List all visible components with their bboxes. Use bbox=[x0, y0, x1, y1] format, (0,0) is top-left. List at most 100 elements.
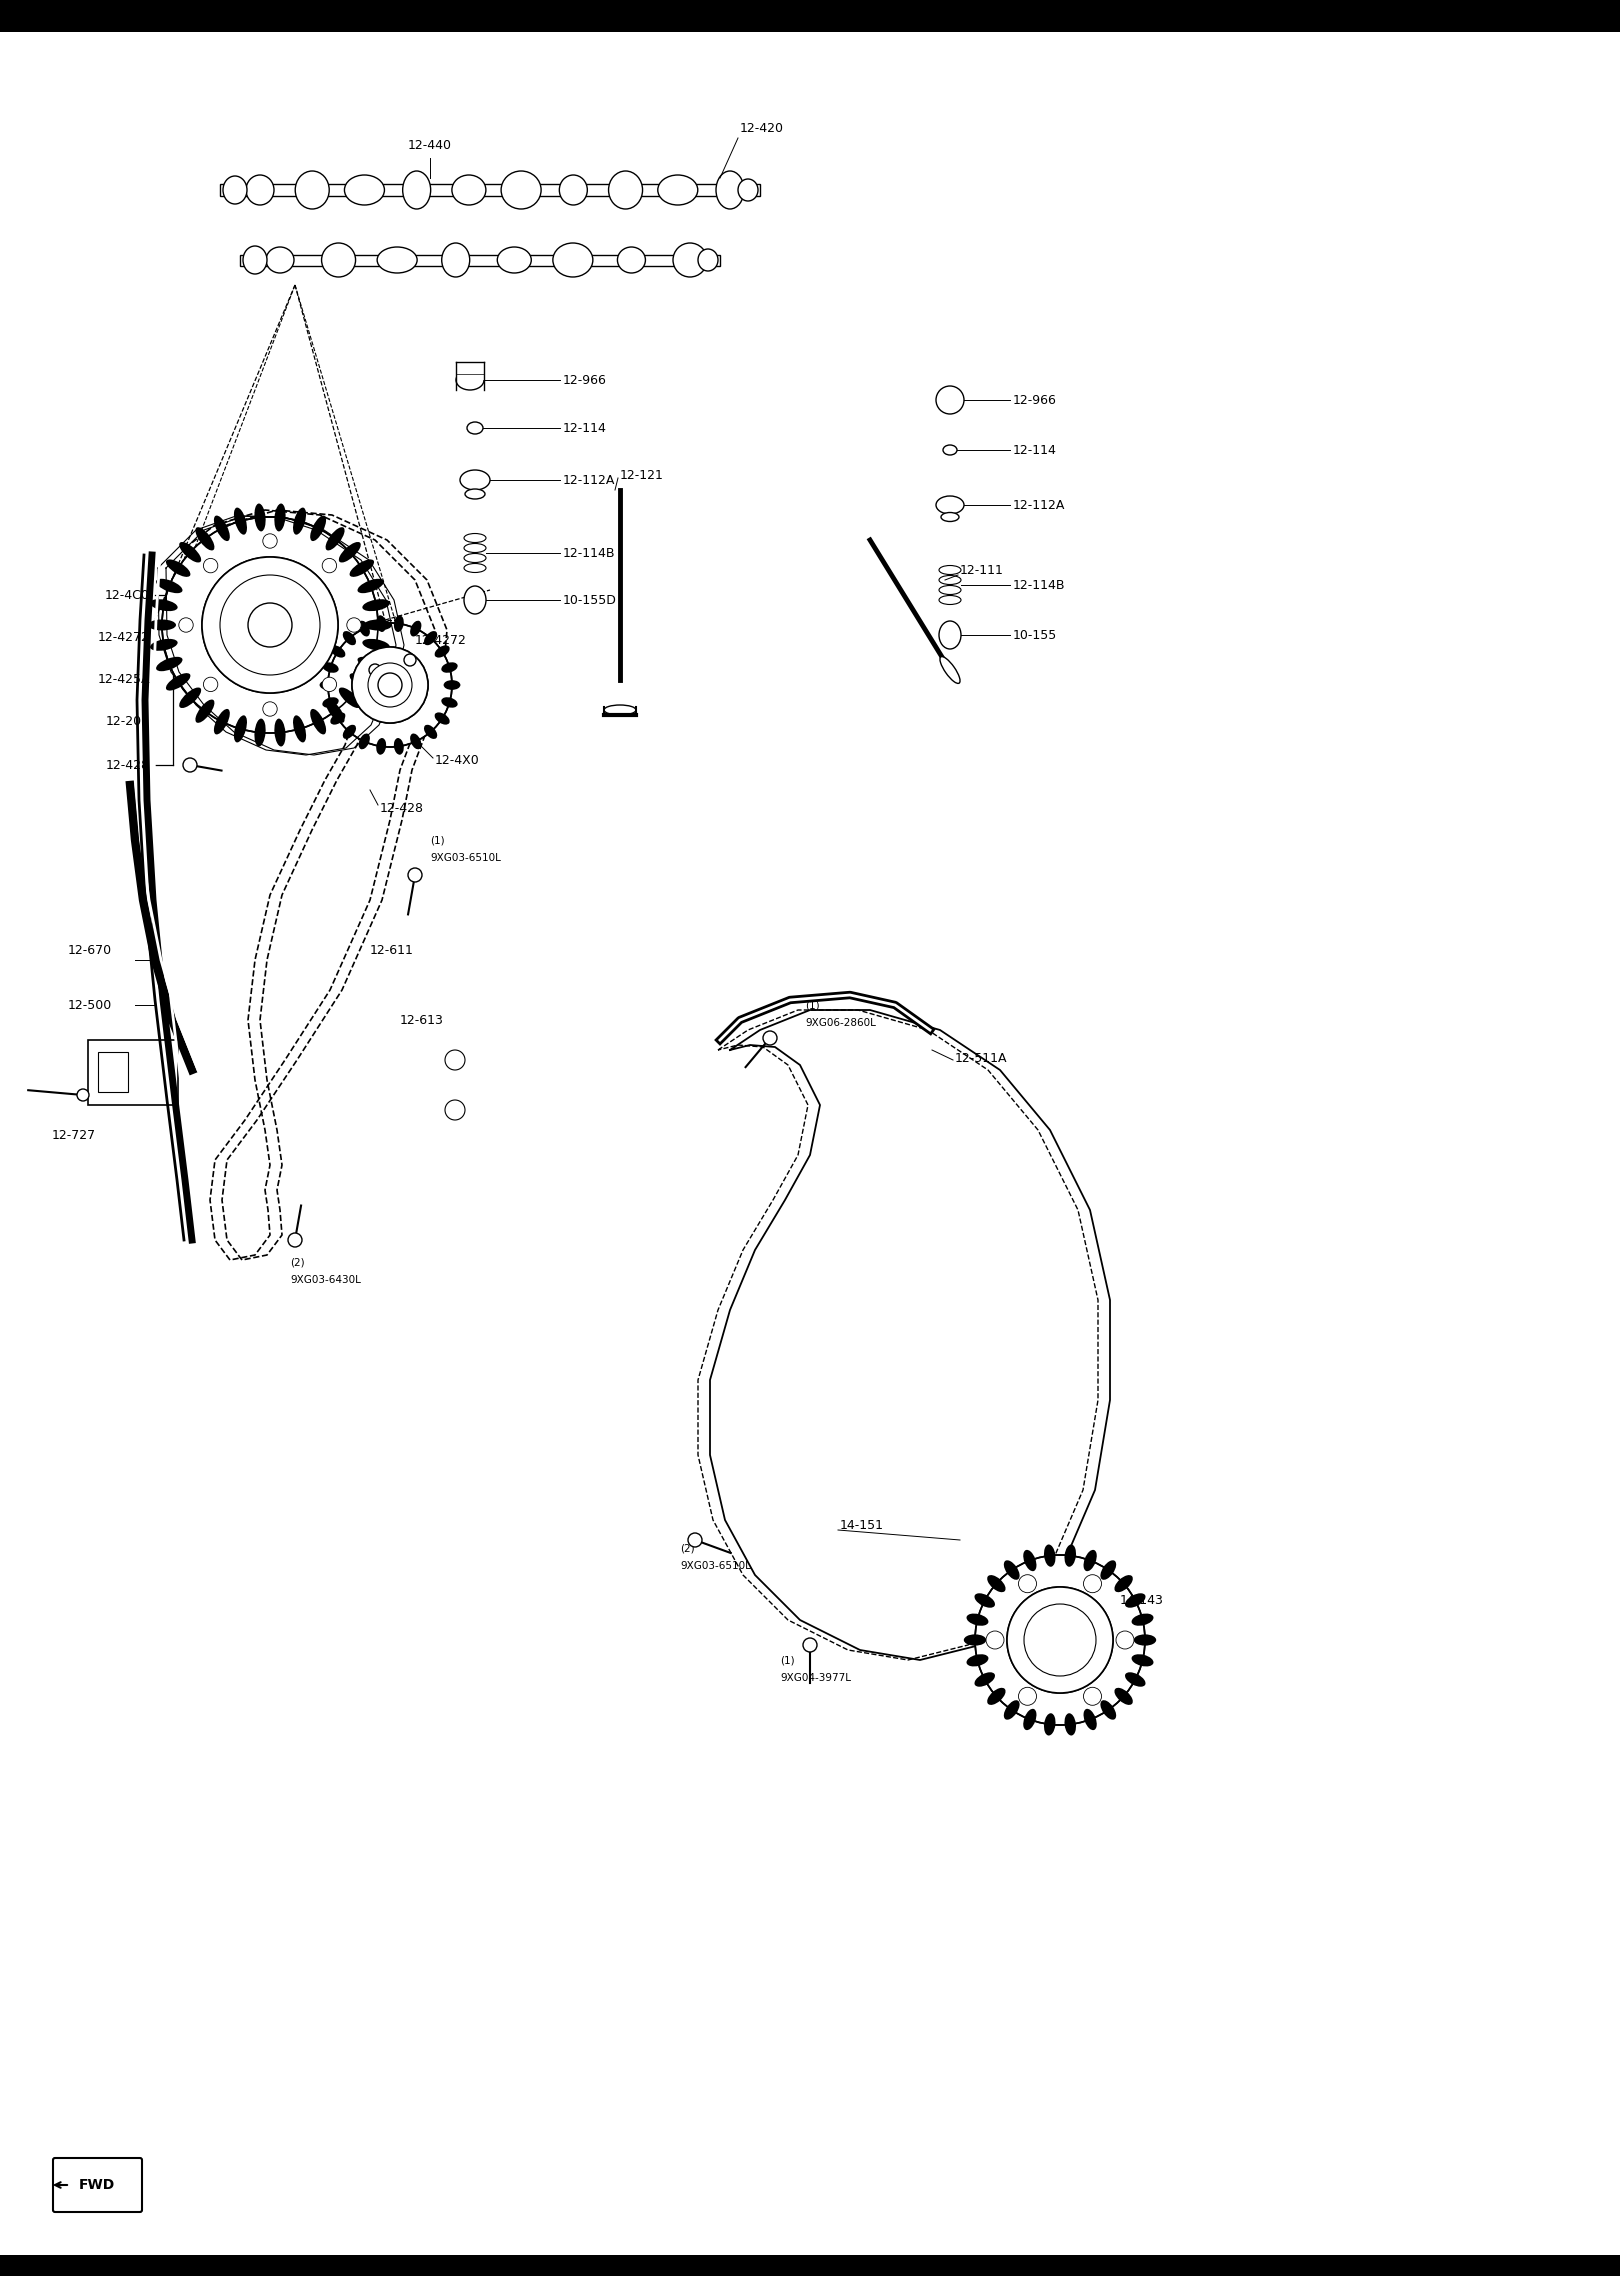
Circle shape bbox=[368, 662, 411, 708]
Ellipse shape bbox=[165, 674, 191, 690]
Circle shape bbox=[204, 558, 217, 574]
Ellipse shape bbox=[739, 180, 758, 200]
Ellipse shape bbox=[658, 175, 698, 205]
Ellipse shape bbox=[434, 712, 450, 724]
Ellipse shape bbox=[326, 528, 345, 551]
Circle shape bbox=[987, 1632, 1004, 1650]
Ellipse shape bbox=[987, 1575, 1006, 1593]
Text: 12-613: 12-613 bbox=[400, 1013, 444, 1026]
Ellipse shape bbox=[1064, 1714, 1076, 1737]
Ellipse shape bbox=[1132, 1655, 1153, 1666]
Bar bbox=[240, 255, 719, 266]
Ellipse shape bbox=[376, 615, 386, 633]
Ellipse shape bbox=[165, 560, 191, 576]
Circle shape bbox=[352, 646, 428, 724]
Ellipse shape bbox=[254, 503, 266, 530]
Ellipse shape bbox=[609, 171, 643, 209]
Ellipse shape bbox=[467, 421, 483, 435]
Circle shape bbox=[162, 517, 377, 733]
Circle shape bbox=[1008, 1586, 1113, 1693]
Circle shape bbox=[183, 758, 198, 772]
Circle shape bbox=[322, 558, 337, 574]
Text: 12-201: 12-201 bbox=[105, 715, 151, 728]
Circle shape bbox=[688, 1534, 701, 1548]
Ellipse shape bbox=[233, 508, 246, 535]
Text: 12-4X0: 12-4X0 bbox=[436, 753, 480, 767]
Ellipse shape bbox=[444, 681, 460, 690]
Ellipse shape bbox=[672, 244, 706, 278]
Ellipse shape bbox=[293, 715, 306, 742]
Ellipse shape bbox=[1043, 1714, 1056, 1737]
Ellipse shape bbox=[343, 630, 356, 646]
Text: (2): (2) bbox=[290, 1256, 305, 1268]
Ellipse shape bbox=[266, 248, 293, 273]
Ellipse shape bbox=[1124, 1673, 1145, 1687]
Ellipse shape bbox=[410, 621, 421, 637]
Ellipse shape bbox=[559, 175, 588, 205]
Ellipse shape bbox=[936, 496, 964, 514]
Text: 12-112A: 12-112A bbox=[1012, 498, 1066, 512]
Ellipse shape bbox=[1100, 1700, 1116, 1721]
Text: 12-114: 12-114 bbox=[1012, 444, 1056, 457]
Text: 12-4272: 12-4272 bbox=[99, 630, 151, 644]
Text: 12-500: 12-500 bbox=[68, 999, 112, 1011]
Circle shape bbox=[446, 1049, 465, 1070]
Text: 10-155D: 10-155D bbox=[564, 594, 617, 605]
Text: 12-114: 12-114 bbox=[564, 421, 608, 435]
Text: FWD: FWD bbox=[79, 2178, 115, 2192]
Ellipse shape bbox=[410, 733, 421, 749]
Ellipse shape bbox=[441, 662, 458, 674]
Circle shape bbox=[288, 1234, 301, 1247]
Circle shape bbox=[1019, 1575, 1037, 1593]
Text: 12-111: 12-111 bbox=[961, 564, 1004, 576]
Bar bbox=[87, 1040, 178, 1106]
Ellipse shape bbox=[975, 1593, 995, 1607]
Ellipse shape bbox=[214, 708, 230, 735]
Text: 12-420: 12-420 bbox=[740, 121, 784, 134]
Ellipse shape bbox=[975, 1673, 995, 1687]
Ellipse shape bbox=[967, 1655, 988, 1666]
Ellipse shape bbox=[403, 171, 431, 209]
Ellipse shape bbox=[1124, 1593, 1145, 1607]
Circle shape bbox=[446, 1099, 465, 1120]
Ellipse shape bbox=[196, 699, 214, 724]
Text: 12-114B: 12-114B bbox=[564, 546, 616, 560]
Ellipse shape bbox=[322, 244, 355, 278]
Ellipse shape bbox=[940, 621, 961, 649]
Ellipse shape bbox=[1064, 1545, 1076, 1566]
Circle shape bbox=[1084, 1687, 1102, 1705]
Circle shape bbox=[975, 1555, 1145, 1725]
Ellipse shape bbox=[274, 503, 285, 530]
Text: 9XG03-6430L: 9XG03-6430L bbox=[290, 1275, 361, 1286]
Text: (1): (1) bbox=[779, 1655, 795, 1666]
Text: 12-428: 12-428 bbox=[105, 758, 151, 772]
Text: 10-155: 10-155 bbox=[1012, 628, 1058, 642]
Circle shape bbox=[352, 646, 428, 724]
Ellipse shape bbox=[350, 674, 374, 690]
Ellipse shape bbox=[147, 619, 177, 630]
Ellipse shape bbox=[151, 640, 178, 651]
Circle shape bbox=[78, 1088, 89, 1102]
Ellipse shape bbox=[254, 719, 266, 747]
Ellipse shape bbox=[224, 175, 246, 205]
Text: 12-4C0: 12-4C0 bbox=[105, 589, 151, 601]
Ellipse shape bbox=[452, 175, 486, 205]
Ellipse shape bbox=[1024, 1550, 1037, 1570]
Circle shape bbox=[1116, 1632, 1134, 1650]
Circle shape bbox=[204, 678, 217, 692]
Circle shape bbox=[322, 678, 337, 692]
Circle shape bbox=[295, 640, 314, 660]
Circle shape bbox=[202, 558, 339, 692]
Text: 12-428: 12-428 bbox=[381, 801, 424, 815]
Text: 9XG03-6510L: 9XG03-6510L bbox=[429, 854, 501, 863]
Circle shape bbox=[220, 576, 321, 676]
Ellipse shape bbox=[151, 599, 178, 612]
Circle shape bbox=[377, 674, 402, 696]
Ellipse shape bbox=[156, 578, 183, 594]
Ellipse shape bbox=[1134, 1634, 1157, 1646]
Ellipse shape bbox=[1132, 1614, 1153, 1625]
Text: 9XG03-6510L: 9XG03-6510L bbox=[680, 1561, 752, 1570]
Text: 14-143: 14-143 bbox=[1119, 1593, 1163, 1607]
Circle shape bbox=[1019, 1687, 1037, 1705]
Ellipse shape bbox=[442, 244, 470, 278]
